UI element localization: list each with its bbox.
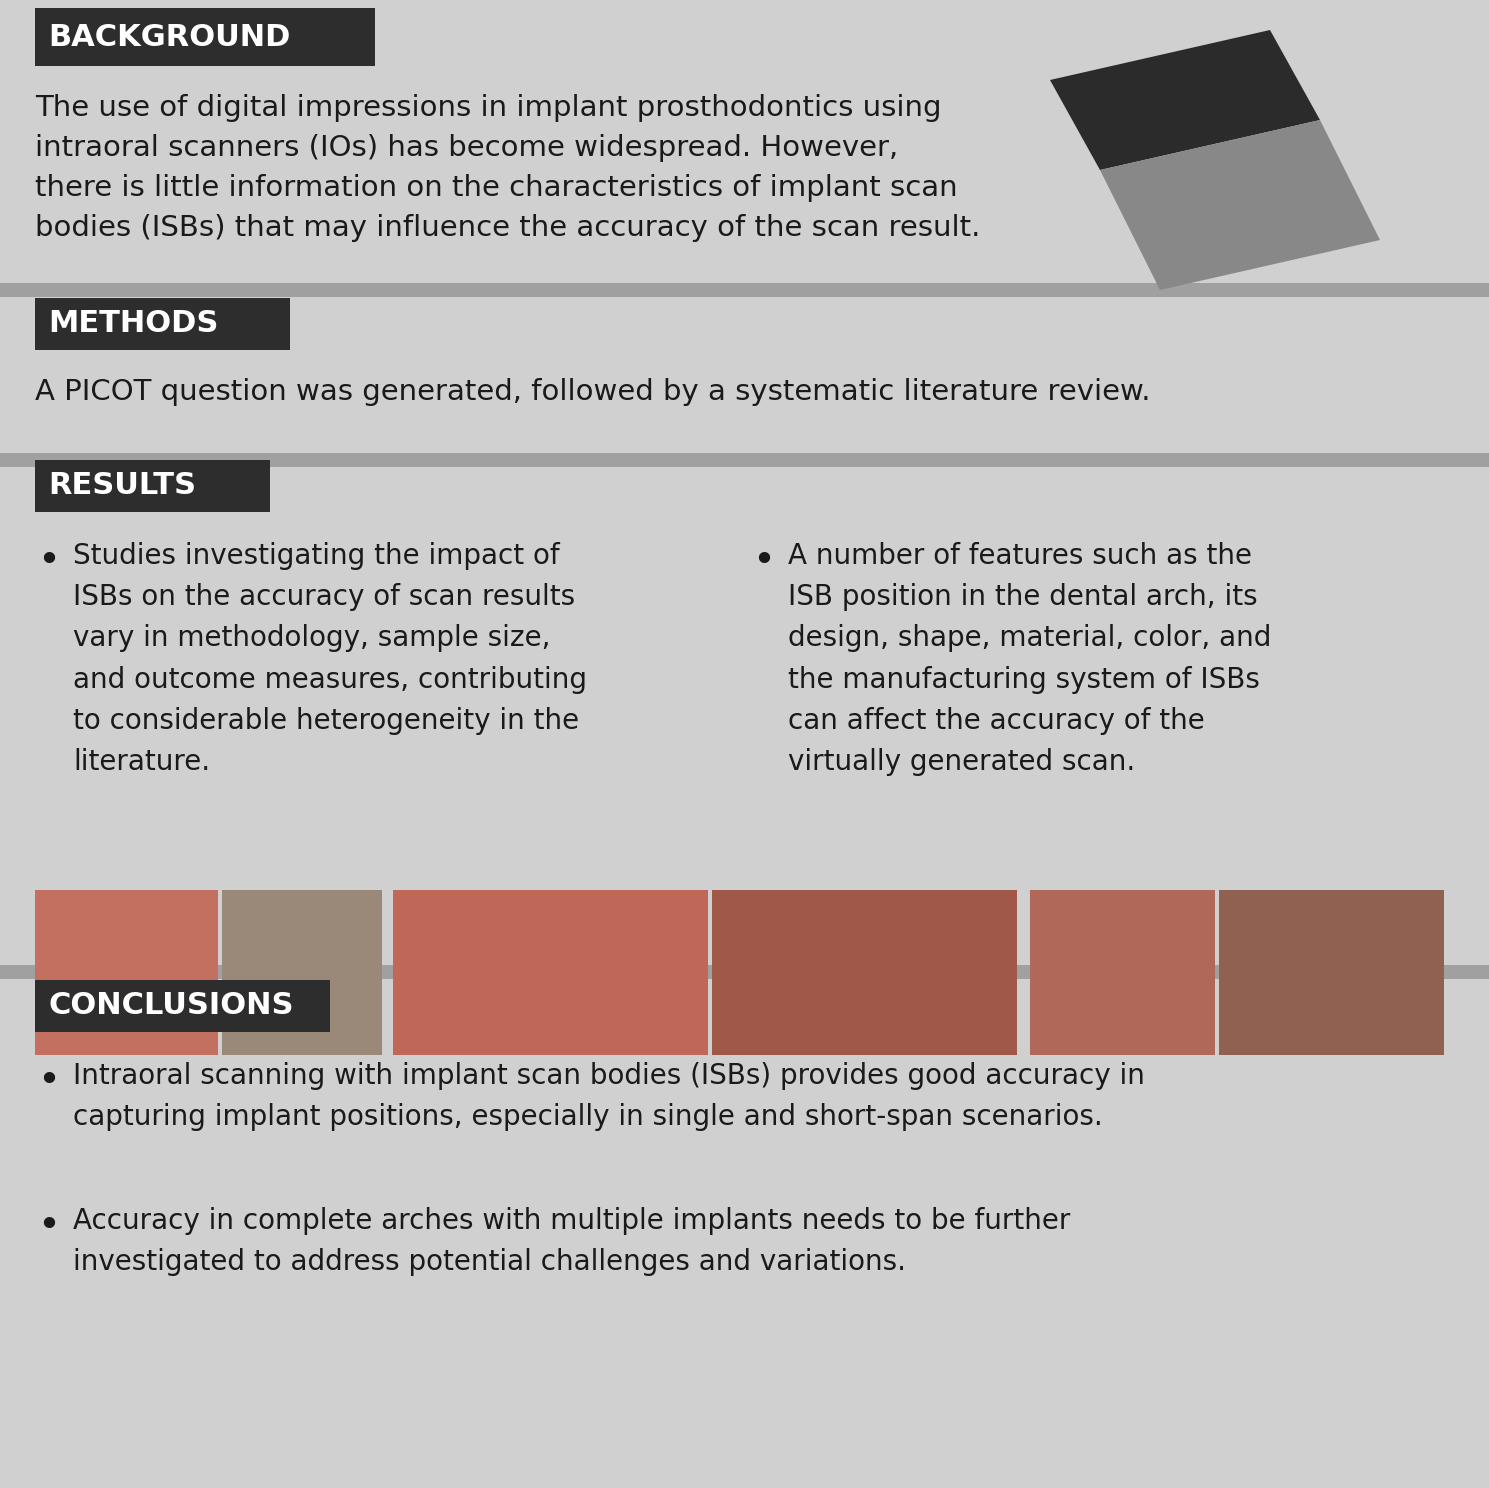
Text: The use of digital impressions in implant prosthodontics using
intraoral scanner: The use of digital impressions in implan… [36, 94, 980, 243]
Bar [712, 890, 1017, 1055]
Text: Intraoral scanning with implant scan bodies (ISBs) provides good accuracy in
cap: Intraoral scanning with implant scan bod… [73, 1062, 1145, 1131]
Text: •: • [37, 1062, 60, 1100]
Bar [36, 460, 270, 512]
Polygon shape [1100, 121, 1380, 290]
Text: A number of features such as the
ISB position in the dental arch, its
design, sh: A number of features such as the ISB pos… [788, 542, 1272, 777]
Text: RESULTS: RESULTS [48, 472, 197, 500]
Bar [0, 283, 1489, 298]
Bar [36, 7, 375, 65]
Polygon shape [1050, 30, 1321, 170]
Text: •: • [752, 542, 774, 580]
Bar [0, 966, 1489, 979]
Bar [393, 890, 707, 1055]
Bar [0, 452, 1489, 467]
Bar [1030, 890, 1215, 1055]
Text: •: • [37, 542, 60, 580]
Text: BACKGROUND: BACKGROUND [48, 22, 290, 52]
Text: •: • [37, 1207, 60, 1245]
Text: Studies investigating the impact of
ISBs on the accuracy of scan results
vary in: Studies investigating the impact of ISBs… [73, 542, 587, 777]
Bar [36, 890, 217, 1055]
Text: METHODS: METHODS [48, 310, 219, 338]
Bar [222, 890, 383, 1055]
Bar [1219, 890, 1444, 1055]
Text: CONCLUSIONS: CONCLUSIONS [48, 991, 293, 1021]
Text: Accuracy in complete arches with multiple implants needs to be further
investiga: Accuracy in complete arches with multipl… [73, 1207, 1071, 1277]
Text: A PICOT question was generated, followed by a systematic literature review.: A PICOT question was generated, followed… [36, 378, 1151, 406]
Bar [36, 298, 290, 350]
Bar [36, 981, 331, 1033]
